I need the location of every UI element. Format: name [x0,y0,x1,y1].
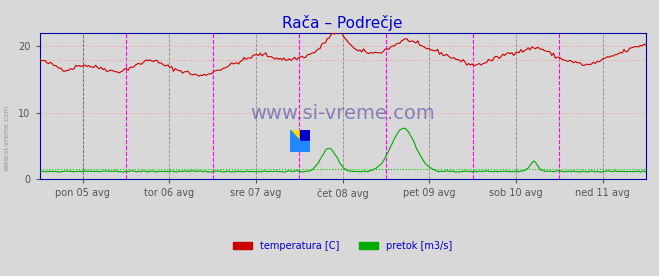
Bar [300,130,310,141]
Title: Rača – Podrečje: Rača – Podrečje [283,15,403,31]
Bar [290,141,310,152]
Legend: temperatura [C], pretok [m3/s]: temperatura [C], pretok [m3/s] [229,237,456,255]
Bar [290,130,300,141]
Text: www.si-vreme.com: www.si-vreme.com [250,104,435,123]
Polygon shape [290,130,300,141]
Text: www.si-vreme.com: www.si-vreme.com [3,105,9,171]
